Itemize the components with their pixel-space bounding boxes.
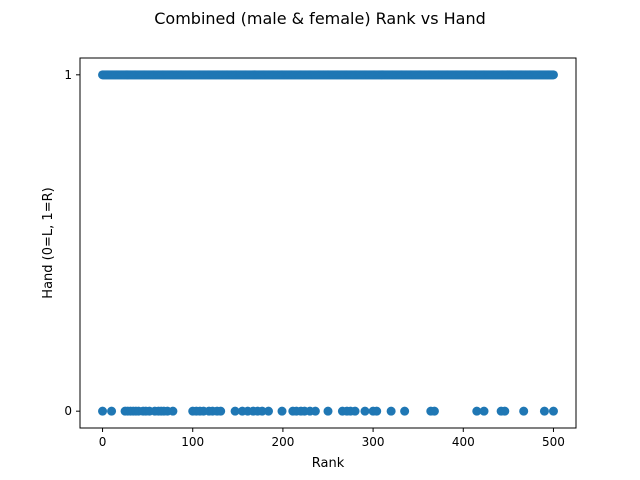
plot-area-frame: [79, 57, 577, 429]
data-point-left-hand: [429, 406, 439, 416]
data-point-left-hand: [519, 406, 529, 416]
data-point-left-hand: [360, 406, 370, 416]
data-point-left-hand: [500, 406, 510, 416]
data-point-left-hand: [263, 406, 273, 416]
data-point-left-hand: [310, 406, 320, 416]
y-tick-label: 1: [64, 68, 72, 82]
y-axis-label: Hand (0=L, 1=R): [41, 187, 56, 298]
x-tick-label: 200: [271, 435, 294, 449]
x-tick-label: 0: [99, 435, 107, 449]
data-point-left-hand: [98, 406, 108, 416]
x-tick-label: 100: [181, 435, 204, 449]
data-point-left-hand: [372, 406, 382, 416]
data-points: [98, 70, 558, 416]
data-point-left-hand: [472, 406, 482, 416]
x-tick-label: 400: [452, 435, 475, 449]
x-tick-label: 500: [542, 435, 565, 449]
data-point-left-hand: [323, 406, 333, 416]
data-point-left-hand: [107, 406, 117, 416]
x-axis-ticks: 0 100 200 300 400 500: [99, 428, 565, 449]
data-point-left-hand: [277, 406, 287, 416]
data-point-left-hand: [539, 406, 549, 416]
data-point-left-hand: [386, 406, 396, 416]
data-point-left-hand: [216, 406, 226, 416]
y-axis-ticks: 01: [64, 68, 80, 418]
data-point-left-hand: [168, 406, 178, 416]
data-point-left-hand: [350, 406, 360, 416]
y-tick-label: 0: [64, 404, 72, 418]
data-point-right-hand: [548, 70, 558, 80]
x-axis-label: Rank: [312, 456, 345, 471]
data-point-left-hand: [257, 406, 267, 416]
data-point-left-hand: [479, 406, 489, 416]
chart-title: Combined (male & female) Rank vs Hand: [154, 9, 486, 28]
data-point-left-hand: [400, 406, 410, 416]
data-point-left-hand: [230, 406, 240, 416]
x-tick-label: 300: [362, 435, 385, 449]
data-point-left-hand: [548, 406, 558, 416]
